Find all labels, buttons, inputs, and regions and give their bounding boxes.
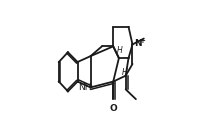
Text: +: + bbox=[139, 38, 145, 44]
Text: NH: NH bbox=[78, 83, 91, 92]
Text: O: O bbox=[109, 104, 117, 113]
Text: N: N bbox=[134, 39, 141, 48]
Text: H: H bbox=[117, 46, 123, 55]
Text: H: H bbox=[122, 68, 127, 77]
